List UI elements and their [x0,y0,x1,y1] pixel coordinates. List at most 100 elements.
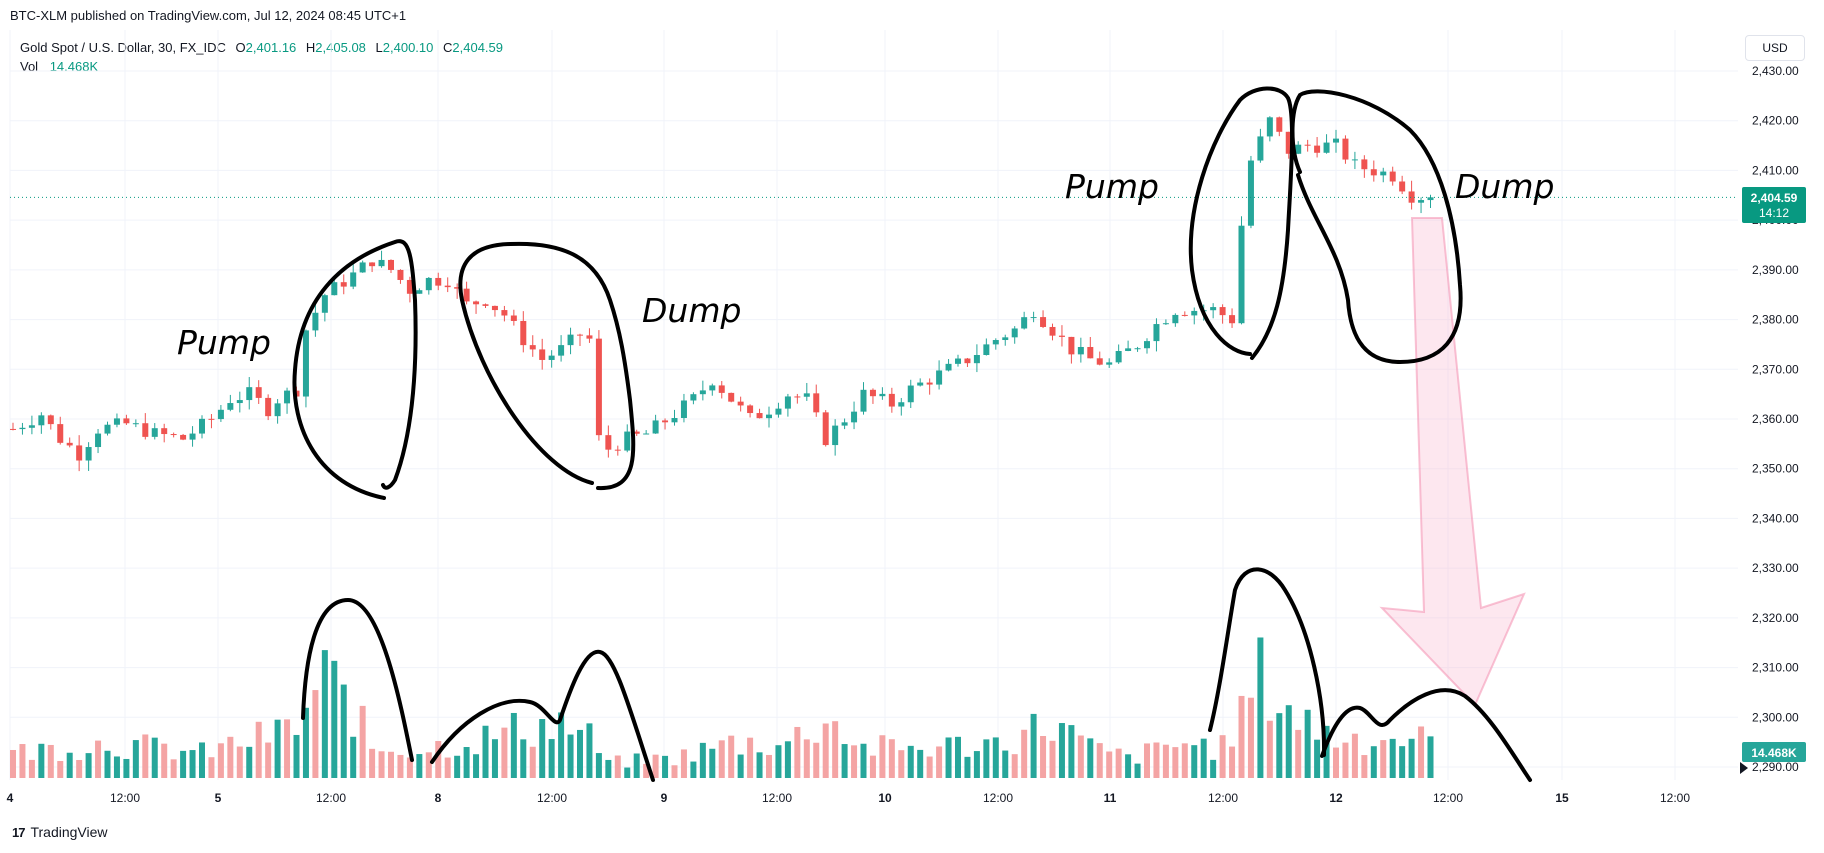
candle-body [501,310,508,316]
volume-bars [10,637,1434,778]
candle-body [10,428,16,430]
candle-body [1229,315,1236,324]
volume-bar [444,757,451,778]
candle-body [482,304,489,306]
volume-bar [265,742,272,778]
volume-bar [917,749,924,778]
candle-body [936,370,943,385]
tradingview-brand[interactable]: 17 TradingView [12,824,108,840]
volume-hump-3 [1208,567,1327,757]
volume-bar [1106,751,1113,778]
volume-bar [1295,729,1302,778]
volume-bar [19,744,26,778]
candle-body [1030,317,1037,319]
currency-button[interactable]: USD [1745,35,1805,61]
x-tick-label: 12:00 [1433,791,1463,805]
y-tick-label: 2,330.00 [1752,561,1799,575]
candle-body [1011,328,1018,338]
candle-body [813,393,820,413]
y-tick-label: 2,420.00 [1752,114,1799,128]
volume-bar [1399,746,1406,778]
annotation-pump-1: Pump [177,323,271,362]
volume-bar [104,750,111,778]
volume-bar [539,719,546,778]
close-label: C [443,40,453,55]
x-tick-label: 12:00 [110,791,140,805]
legend-row-price: Gold Spot / U.S. Dollar, 30, FX_IDC O2,4… [20,38,503,57]
candle-body [794,396,801,398]
volume-bar [1030,713,1037,778]
high-label: H [305,40,316,55]
volume-bar [435,740,442,778]
candle-body [766,414,772,419]
volume-bar [95,740,102,778]
volume-bar [595,753,602,778]
volume-bar [1370,746,1377,778]
volume-bar [10,749,16,778]
candle-body [1162,323,1169,325]
candle-body [756,413,763,419]
candle-body [614,449,621,451]
volume-bar [132,740,139,778]
candle-body [983,344,990,355]
candle-body [841,422,848,426]
candle-body [104,424,111,434]
candle-body [473,301,480,305]
x-tick-label: 12:00 [1660,791,1690,805]
volume-bar [1408,738,1415,778]
x-tick-label: 12:00 [316,791,346,805]
candle-body [66,442,73,446]
y-tick-label: 2,410.00 [1752,163,1799,177]
candle-body [425,277,432,291]
candle-body [321,295,328,313]
candle-body [123,418,130,424]
candle-body [113,418,120,425]
candle-body [38,415,45,426]
volume-bar [1276,713,1283,778]
y-tick-label: 2,380.00 [1752,313,1799,327]
volume-bar [123,758,130,778]
candle-body [548,355,555,360]
volume-label[interactable]: Vol [20,59,39,74]
volume-bar [1200,738,1207,778]
candle-body [246,387,253,401]
candle-body [539,349,546,360]
volume-bar [350,736,357,778]
candle-body [652,420,659,434]
candle-body [595,338,602,436]
volume-bar [813,742,820,778]
candle-body [217,409,224,420]
y-tick-label: 2,300.00 [1752,710,1799,724]
volume-bar [728,735,735,778]
volume-bar [406,757,413,778]
volume-bar [1266,720,1273,778]
candle-body [1021,317,1028,329]
candle-body [680,400,687,419]
candle-body [1191,310,1198,316]
y-tick-label: 2,430.00 [1752,64,1799,78]
volume-bar [1011,754,1018,778]
volume-bar [841,744,848,778]
candle-body [199,418,205,434]
candle-body [1087,346,1094,359]
candle-body [718,385,725,393]
volume-bar [567,734,574,778]
hand-drawn-marks [292,86,1532,782]
volume-bar [1096,743,1103,778]
volume-bar [898,750,905,778]
candle-body [302,330,309,397]
volume-bar [1021,729,1028,778]
tradingview-logo-icon: 17 [12,824,26,840]
candle-body [860,389,867,412]
candle-body [1238,225,1245,324]
volume-bar [624,767,631,778]
bar-countdown: 14:12 [1759,206,1789,220]
candle-body [1125,348,1132,351]
volume-bar [227,736,234,778]
volume-bar [369,748,376,778]
symbol-title[interactable]: Gold Spot / U.S. Dollar, 30, FX_IDC [20,40,226,55]
volume-bar [66,752,73,778]
candle-body [907,385,914,403]
volume-bar [851,745,858,778]
